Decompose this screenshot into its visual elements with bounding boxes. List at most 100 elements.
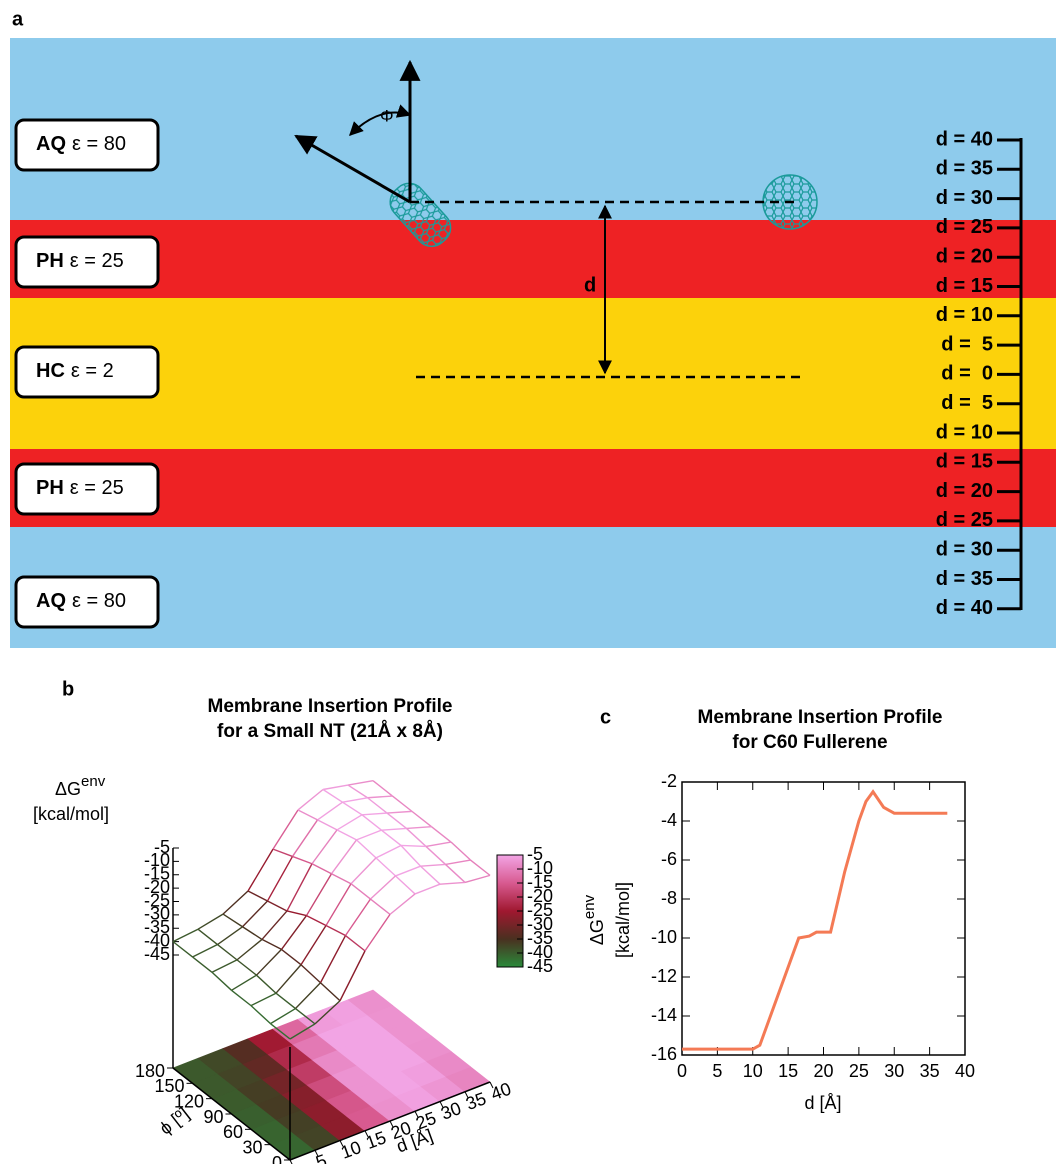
- y-tick-label: -10: [651, 927, 677, 947]
- x-tick-label: 10: [338, 1137, 364, 1163]
- text-part: HC: [36, 360, 65, 382]
- surface-edge: [173, 929, 198, 941]
- surface-edge: [237, 939, 262, 959]
- figure: a Φ d AQε = 80PHε = 25HCε = 2PHε = 25AQε…: [0, 0, 1056, 1164]
- depth-label: d = 10: [936, 304, 993, 326]
- surface-edge: [376, 858, 396, 876]
- surface-edge: [257, 949, 282, 975]
- surface-edge: [326, 926, 346, 936]
- distance-label: d: [584, 274, 596, 296]
- y-tick-label: -16: [651, 1044, 677, 1064]
- surface-edge: [318, 820, 338, 830]
- page: {"panel_a": {"label": "a", "layers": [{"…: [0, 0, 1056, 1164]
- y-tick-label: 60: [223, 1122, 243, 1142]
- surface-edge: [396, 866, 421, 876]
- text-part: ε = 25: [70, 477, 124, 499]
- depth-label: d = 25: [936, 216, 993, 238]
- surface-edge: [343, 802, 363, 815]
- surface-edge: [387, 813, 407, 828]
- text-part: PH: [36, 250, 64, 272]
- surface-edge: [471, 860, 491, 875]
- text-part: PH: [36, 477, 64, 499]
- surface-edge: [232, 975, 257, 990]
- text-part: ε = 80: [72, 590, 126, 612]
- surface-edge: [387, 811, 412, 813]
- surface-edge: [446, 860, 471, 864]
- surface-edge: [193, 957, 213, 972]
- surface-edge: [382, 830, 402, 845]
- surface-edge: [451, 842, 471, 860]
- surface-edge: [348, 785, 368, 798]
- surface-edge: [382, 828, 407, 830]
- surface-edge: [287, 864, 312, 911]
- surface-edge: [293, 820, 318, 857]
- colorbar-tick-label: -45: [527, 956, 553, 976]
- surface-edge: [376, 845, 401, 857]
- surface-edge: [332, 874, 352, 884]
- surface-edge: [426, 846, 446, 864]
- surface-edge: [293, 856, 313, 863]
- surface-edge: [362, 815, 382, 830]
- text-part: AQ: [36, 133, 66, 155]
- surface-edge: [232, 990, 252, 1005]
- surface-edge: [432, 827, 452, 842]
- x-tick-label: 10: [743, 1061, 763, 1081]
- y-tick-label: -6: [661, 849, 677, 869]
- x-tick-label: 0: [677, 1061, 687, 1081]
- surface-edge: [407, 828, 427, 846]
- polar-head-layer: [10, 449, 1056, 527]
- surface-edge: [371, 899, 391, 914]
- surface-edge: [218, 945, 238, 960]
- surface-edge: [212, 960, 237, 972]
- surface-edge: [298, 790, 323, 810]
- surface-edge: [276, 993, 296, 1008]
- surface-edge: [415, 884, 440, 894]
- surface-edge: [282, 949, 302, 964]
- surface-edge: [298, 810, 318, 820]
- surface-edge: [321, 936, 346, 983]
- depth-label: d = 5: [941, 333, 993, 355]
- surface-edge: [346, 936, 366, 951]
- polar-head-layer: [10, 220, 1056, 298]
- x-tick-label: 30: [884, 1061, 904, 1081]
- surface-edge: [248, 891, 268, 901]
- layer-label: PH ε = 25: [36, 250, 124, 272]
- surface-edge: [218, 927, 243, 945]
- x-tick-label: 35: [920, 1061, 940, 1081]
- surface-edge: [421, 866, 441, 884]
- x-tick-label: 15: [363, 1127, 389, 1153]
- y-tick-label: -2: [661, 771, 677, 791]
- surface-edge: [323, 785, 348, 789]
- surface-edge: [273, 810, 298, 849]
- y-tick-label: 30: [242, 1137, 262, 1157]
- chart-title: Membrane Insertion Profile: [208, 696, 453, 717]
- surface-edge: [276, 965, 301, 993]
- surface-edge: [446, 864, 466, 882]
- surface-edge: [312, 864, 332, 874]
- surface-edge: [412, 811, 432, 826]
- text-part: ΔG: [587, 919, 607, 945]
- depth-label: d = 5: [941, 392, 993, 414]
- x-tick-label: 40: [955, 1061, 975, 1081]
- depth-label: d = 40: [936, 128, 993, 150]
- surface-edge: [312, 830, 337, 864]
- surface-edge: [318, 802, 343, 820]
- depth-label: d = 15: [936, 275, 993, 297]
- surface-edge: [348, 781, 373, 785]
- depth-label: d = 20: [936, 480, 993, 502]
- surface-edge: [357, 830, 382, 840]
- surface-edge: [268, 856, 293, 901]
- angle-label: Φ: [380, 106, 394, 125]
- panel-label: c: [600, 706, 611, 728]
- depth-label: d = 15: [936, 451, 993, 473]
- text-part: env: [581, 894, 598, 919]
- z-axis-label: [kcal/mol]: [33, 804, 109, 824]
- surface-edge: [390, 894, 415, 914]
- text-part: ε = 25: [70, 250, 124, 272]
- x-tick-label: 35: [463, 1088, 489, 1114]
- x-tick-label: 5: [313, 1150, 329, 1164]
- depth-label: d = 30: [936, 187, 993, 209]
- y-tick-label: -12: [651, 966, 677, 986]
